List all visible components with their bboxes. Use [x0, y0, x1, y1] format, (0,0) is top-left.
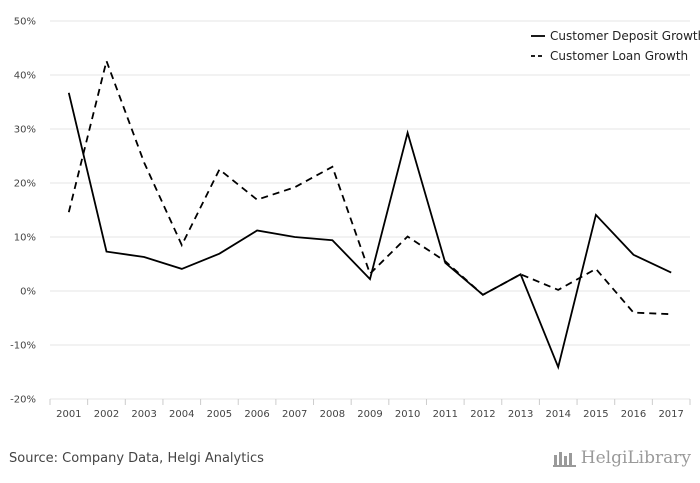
- y-tick-label: -10%: [10, 341, 36, 352]
- x-tick-label: 2016: [621, 409, 646, 420]
- legend-label: Customer Loan Growth: [550, 49, 688, 63]
- x-tick-label: 2007: [282, 409, 307, 420]
- x-tick-label: 2009: [357, 409, 382, 420]
- x-tick-label: 2014: [546, 409, 571, 420]
- line-chart: -20%-10%0%10%20%30%40%50% 2001 2002 2003 20…: [10, 17, 700, 421]
- series-lines: [67, 57, 672, 371]
- x-tick-label: 2001: [56, 409, 81, 420]
- source-note: Source: Company Data, Helgi Analytics: [9, 451, 264, 466]
- grid-lines: [50, 20, 690, 400]
- y-tick-label: 40%: [14, 71, 36, 82]
- x-tick-label: 2002: [94, 409, 119, 420]
- x-axis-ticks: 2001 2002 2003 2004 2005 2006 2007 2008 2009 2010…: [49, 399, 691, 420]
- x-tick-label: 2011: [433, 409, 458, 420]
- x-tick-label: 2013: [508, 409, 533, 420]
- y-axis-ticks: -20% -10% 0% 10% 20% 30% 40% 50%: [10, 17, 36, 406]
- x-tick-label: 2004: [169, 409, 194, 420]
- y-tick-label: 0%: [20, 287, 36, 298]
- y-tick-label: 10%: [14, 233, 36, 244]
- x-tick-label: 2008: [320, 409, 345, 420]
- y-tick-label: 30%: [14, 125, 36, 136]
- y-tick-label: -20%: [10, 395, 36, 406]
- x-tick-label: 2005: [207, 409, 232, 420]
- y-tick-label: 20%: [14, 179, 36, 190]
- brand-name: HelgiLibrary: [580, 448, 691, 468]
- library-icon: [552, 452, 576, 467]
- x-tick-label: 2006: [244, 409, 269, 420]
- x-tick-label: 2012: [470, 409, 495, 420]
- x-tick-label: 2015: [583, 409, 608, 420]
- x-tick-label: 2010: [395, 409, 420, 420]
- x-tick-label: 2017: [658, 409, 683, 420]
- legend: Customer Deposit Growth Customer Loan Gro…: [531, 29, 700, 63]
- legend-label: Customer Deposit Growth: [550, 29, 700, 43]
- series-line-loan-growth: [67, 57, 672, 316]
- series-line-deposit-growth: [67, 92, 672, 371]
- y-tick-label: 50%: [14, 17, 36, 28]
- x-tick-label: 2003: [131, 409, 156, 420]
- brand-logo: HelgiLibrary: [552, 448, 691, 468]
